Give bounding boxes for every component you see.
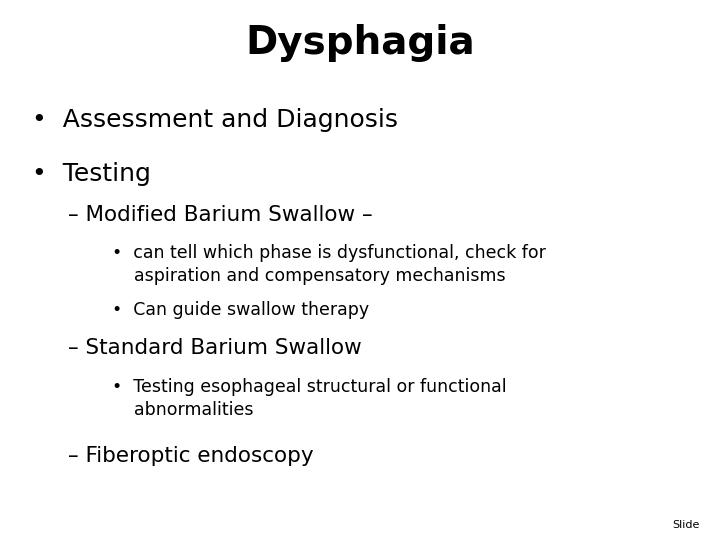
Text: – Standard Barium Swallow: – Standard Barium Swallow (68, 338, 362, 357)
Text: Dysphagia: Dysphagia (246, 24, 474, 62)
Text: – Fiberoptic endoscopy: – Fiberoptic endoscopy (68, 446, 314, 465)
Text: Slide: Slide (672, 520, 700, 530)
Text: •  Assessment and Diagnosis: • Assessment and Diagnosis (32, 108, 398, 132)
Text: •  can tell which phase is dysfunctional, check for
    aspiration and compensat: • can tell which phase is dysfunctional,… (112, 244, 546, 285)
Text: •  Testing esophageal structural or functional
    abnormalities: • Testing esophageal structural or funct… (112, 378, 506, 419)
Text: •  Testing: • Testing (32, 162, 151, 186)
Text: •  Can guide swallow therapy: • Can guide swallow therapy (112, 301, 369, 319)
Text: – Modified Barium Swallow –: – Modified Barium Swallow – (68, 205, 373, 225)
